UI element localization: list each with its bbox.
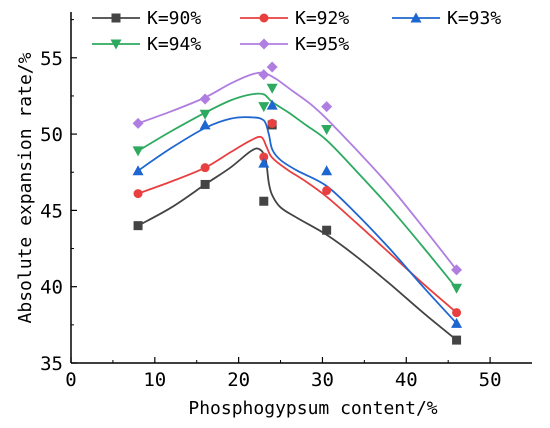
- x-tick-label: 40: [395, 369, 418, 391]
- legend-label-k95: K=95%: [295, 34, 349, 55]
- legend-label-k93: K=93%: [447, 8, 501, 29]
- axes: [70, 12, 532, 364]
- point-k93: [451, 317, 463, 328]
- data-points: [132, 61, 463, 345]
- point-k90: [200, 179, 210, 189]
- point-k94: [132, 146, 144, 157]
- y-axis-title: Absolute expansion rate/%: [15, 52, 36, 323]
- x-tick-label: 30: [311, 369, 334, 391]
- point-k93: [132, 165, 144, 176]
- point-k94: [321, 125, 333, 136]
- x-axis-title: Phosphogypsum content/%: [188, 398, 437, 419]
- point-k92: [259, 152, 269, 162]
- legend-marker-k92: [259, 13, 269, 23]
- point-k93: [199, 119, 211, 130]
- y-tick-label: 55: [40, 48, 63, 70]
- fit-curve-k94: [137, 92, 458, 289]
- x-tick-label: 50: [479, 369, 502, 391]
- point-k90: [452, 335, 462, 345]
- y-tick-label: 50: [40, 124, 63, 146]
- x-tick-label: 20: [227, 369, 250, 391]
- fit-curve-k93: [137, 116, 458, 324]
- fit-curve-k90: [137, 147, 458, 341]
- y-tick-label: 45: [40, 200, 63, 222]
- point-k92: [133, 189, 143, 199]
- legend: K=90% K=92% K=93% K=94% K=95%: [92, 8, 501, 55]
- point-k95: [132, 117, 144, 129]
- point-k95: [258, 69, 270, 81]
- y-ticks: 35 40 45 50 55: [40, 19, 77, 375]
- point-k93: [266, 99, 278, 110]
- x-tick-label: 0: [65, 369, 76, 391]
- point-k95: [321, 101, 333, 113]
- point-k92: [452, 308, 462, 318]
- fitted-curves: [137, 71, 458, 341]
- point-k93: [258, 157, 270, 168]
- point-k95: [199, 93, 211, 105]
- point-k94: [258, 102, 270, 113]
- point-k90: [322, 225, 332, 235]
- point-k95: [266, 61, 278, 73]
- point-k94: [266, 83, 278, 94]
- point-k90: [133, 221, 143, 231]
- x-ticks: 0 10 20 30 40 50: [65, 357, 502, 391]
- point-k94: [199, 109, 211, 120]
- x-tick-label: 10: [143, 369, 166, 391]
- point-k94: [451, 283, 463, 294]
- legend-label-k94: K=94%: [147, 34, 201, 55]
- fit-curve-k92: [137, 135, 458, 314]
- y-tick-label: 40: [40, 277, 63, 299]
- point-k92: [267, 118, 277, 128]
- legend-label-k90: K=90%: [147, 8, 201, 29]
- y-tick-label: 35: [40, 353, 63, 375]
- legend-marker-k95: [258, 38, 270, 50]
- point-k90: [259, 196, 269, 206]
- legend-marker-k93: [410, 12, 422, 23]
- legend-marker-k90: [111, 13, 121, 23]
- point-k93: [321, 165, 333, 176]
- point-k92: [200, 163, 210, 173]
- legend-label-k92: K=92%: [295, 8, 349, 29]
- point-k95: [451, 264, 463, 276]
- point-k92: [322, 186, 332, 196]
- legend-marker-k94: [110, 39, 122, 50]
